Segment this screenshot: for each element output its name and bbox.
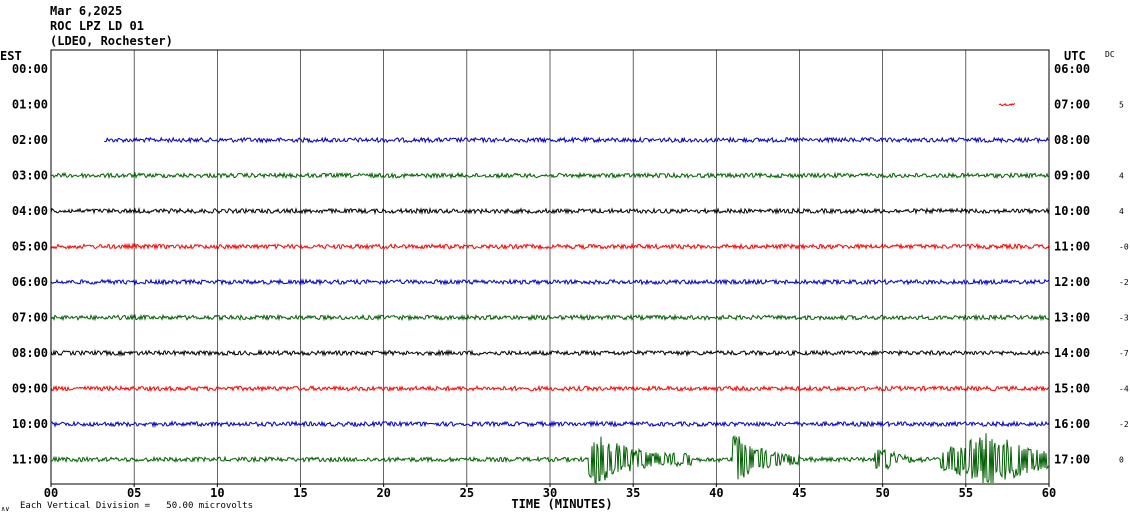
x-tick-label: 15 — [293, 486, 307, 500]
trace-line — [998, 102, 1016, 107]
x-tick-label: 10 — [210, 486, 224, 500]
x-tick-label: 05 — [127, 486, 141, 500]
dc-offset-label: -2 — [1119, 420, 1129, 429]
dc-offset-label: 4 — [1119, 172, 1124, 181]
trace-line — [50, 278, 1050, 287]
x-tick-label: 35 — [626, 486, 640, 500]
trace-line — [104, 136, 1049, 144]
est-hour-label: 06:00 — [12, 275, 48, 289]
utc-hour-label: 07:00 — [1054, 98, 1090, 112]
utc-hour-label: 09:00 — [1054, 169, 1090, 183]
est-hour-label: 11:00 — [12, 453, 48, 467]
x-tick-label: 40 — [709, 486, 723, 500]
utc-hour-label: 14:00 — [1054, 346, 1090, 360]
est-hour-label: 00:00 — [12, 62, 48, 76]
dc-offset-label: -0 — [1119, 243, 1129, 252]
grid — [50, 49, 1050, 485]
utc-hour-label: 06:00 — [1054, 62, 1090, 76]
x-tick-labels: 00 05 10 15 20 25 30 35 40 45 50 55 60 — [44, 484, 1056, 500]
est-hour-label: 08:00 — [12, 346, 48, 360]
footer-symbol: ∧∨ — [1, 505, 9, 513]
x-axis-title: TIME (MINUTES) — [511, 497, 612, 511]
x-tick-label: 60 — [1042, 486, 1056, 500]
est-hour-label: 05:00 — [12, 240, 48, 254]
est-hour-label: 03:00 — [12, 169, 48, 183]
utc-hour-label: 17:00 — [1054, 453, 1090, 467]
est-hour-label: 09:00 — [12, 382, 48, 396]
date-label: Mar 6,2025 — [50, 4, 123, 18]
utc-hour-label: 12:00 — [1054, 275, 1090, 289]
x-tick-label: 55 — [959, 486, 973, 500]
trace-line — [50, 206, 1050, 216]
x-tick-label: 00 — [44, 486, 58, 500]
x-tick-label: 30 — [543, 486, 557, 500]
est-axis-label: EST — [0, 49, 22, 63]
est-hour-label: 07:00 — [12, 311, 48, 325]
utc-hour-label: 10:00 — [1054, 204, 1090, 218]
scale-note: Each Vertical Division = 50.00 microvolt… — [20, 501, 253, 511]
trace-line — [50, 433, 1050, 484]
location-label: (LDEO, Rochester) — [50, 34, 173, 48]
x-tick-label: 25 — [460, 486, 474, 500]
dc-offset-label: 4 — [1119, 207, 1124, 216]
trace-line — [50, 313, 1050, 322]
dc-offset-label: -3 — [1119, 314, 1129, 323]
station-label: ROC LPZ LD 01 — [50, 19, 144, 33]
dc-column-label: DC — [1105, 50, 1115, 59]
est-hour-label: 10:00 — [12, 417, 48, 431]
est-hour-label: 04:00 — [12, 204, 48, 218]
est-hour-label: 01:00 — [12, 98, 48, 112]
x-tick-label: 50 — [875, 486, 889, 500]
trace-line — [50, 242, 1050, 251]
dc-offset-label: 5 — [1119, 101, 1124, 110]
utc-hour-label: 13:00 — [1054, 311, 1090, 325]
est-hour-label: 02:00 — [12, 133, 48, 147]
x-tick-label: 20 — [376, 486, 390, 500]
dc-offset-label: -4 — [1119, 385, 1129, 394]
dc-offset-label: -7 — [1119, 349, 1129, 358]
trace-line — [50, 171, 1050, 180]
dc-offset-label: -2 — [1119, 278, 1129, 287]
trace-line — [50, 384, 1050, 393]
row-labels: 00:00 06:00 01:00 07:00 5 02:00 08:00 03:00 09:0… — [12, 62, 1129, 467]
dc-offset-label: 0 — [1119, 456, 1124, 465]
traces — [50, 102, 1050, 484]
x-tick-label: 45 — [792, 486, 806, 500]
trace-line — [50, 348, 1050, 358]
utc-axis-label: UTC — [1064, 49, 1086, 63]
utc-hour-label: 15:00 — [1054, 382, 1090, 396]
utc-hour-label: 11:00 — [1054, 240, 1090, 254]
utc-hour-label: 08:00 — [1054, 133, 1090, 147]
utc-hour-label: 16:00 — [1054, 417, 1090, 431]
trace-line — [51, 420, 1050, 429]
